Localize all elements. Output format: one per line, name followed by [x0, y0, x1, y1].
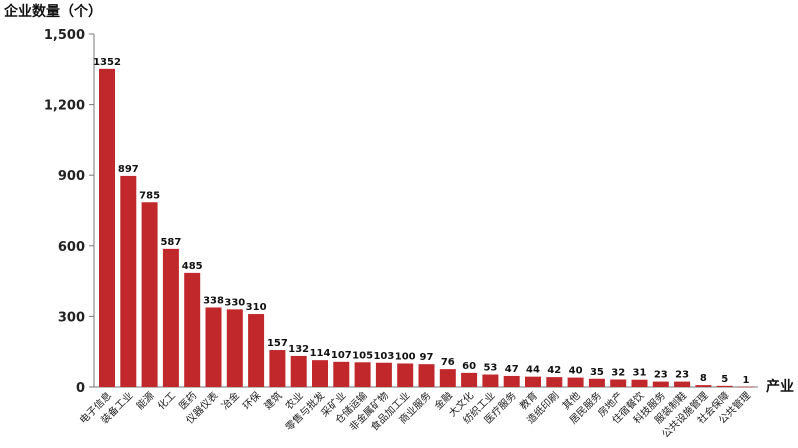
bar — [461, 372, 478, 387]
x-tick-label: 化工 — [155, 389, 178, 412]
bar — [205, 307, 222, 387]
bar — [482, 374, 499, 387]
bar — [695, 385, 712, 387]
bar — [546, 377, 563, 387]
bar — [397, 363, 414, 387]
y-tick-label: 600 — [58, 240, 85, 255]
data-label: 40 — [569, 366, 583, 377]
y-tick-label: 1,500 — [44, 28, 85, 43]
data-label: 97 — [420, 352, 434, 363]
data-label: 8 — [700, 373, 707, 384]
bar — [439, 369, 456, 387]
bar — [503, 375, 520, 387]
data-label: 31 — [633, 368, 647, 379]
bar — [162, 248, 179, 387]
x-tick-label: 能源 — [133, 389, 156, 412]
bar — [525, 376, 541, 387]
bar — [333, 361, 350, 387]
bar — [610, 379, 627, 387]
data-label: 785 — [139, 190, 160, 201]
data-label: 107 — [331, 350, 352, 361]
y-tick-label: 1,200 — [44, 99, 85, 114]
bar — [354, 362, 371, 387]
bar — [290, 355, 307, 387]
bar — [269, 350, 286, 387]
data-label: 1352 — [93, 57, 121, 68]
bar — [141, 202, 158, 387]
data-label: 587 — [160, 237, 181, 248]
x-tick-label: 环保 — [240, 389, 263, 412]
data-label: 35 — [590, 367, 604, 378]
data-label: 5 — [721, 374, 728, 385]
data-label: 42 — [547, 365, 561, 376]
data-label: 330 — [224, 297, 245, 308]
bar — [226, 309, 243, 387]
x-tick-label: 冶金 — [219, 389, 242, 412]
data-label: 105 — [352, 350, 373, 361]
bar — [312, 360, 328, 387]
data-label: 1 — [743, 375, 750, 386]
data-label: 114 — [310, 348, 331, 359]
y-tick-label: 0 — [76, 381, 85, 396]
data-label: 23 — [654, 370, 668, 381]
x-tick-label: 建筑 — [261, 389, 284, 412]
y-axis-title: 企业数量（个） — [3, 3, 102, 20]
bar — [184, 272, 201, 387]
data-label: 338 — [203, 295, 224, 306]
data-label: 76 — [441, 357, 455, 368]
data-label: 60 — [462, 361, 476, 372]
bar — [631, 379, 648, 387]
y-tick-label: 300 — [58, 310, 85, 325]
data-label: 100 — [395, 351, 416, 362]
bar — [418, 364, 435, 387]
data-label: 44 — [526, 365, 540, 376]
bar — [738, 386, 754, 388]
data-label: 310 — [246, 302, 267, 313]
data-label: 132 — [288, 344, 309, 355]
data-label: 485 — [182, 261, 203, 272]
data-label: 23 — [675, 370, 689, 381]
y-tick-label: 900 — [58, 169, 85, 184]
bar — [375, 362, 392, 387]
bar — [99, 68, 115, 387]
bar — [120, 175, 137, 387]
data-label: 103 — [373, 351, 394, 362]
bar — [674, 381, 691, 387]
data-label: 47 — [505, 364, 519, 375]
bar — [588, 378, 605, 387]
x-axis-title: 产业 — [766, 378, 794, 395]
data-label: 897 — [118, 164, 139, 175]
data-label: 53 — [483, 363, 497, 374]
data-label: 32 — [611, 367, 625, 378]
bar — [716, 385, 733, 387]
data-label: 157 — [267, 338, 288, 349]
bar — [652, 381, 669, 387]
bar — [567, 377, 584, 387]
bar — [248, 314, 265, 387]
